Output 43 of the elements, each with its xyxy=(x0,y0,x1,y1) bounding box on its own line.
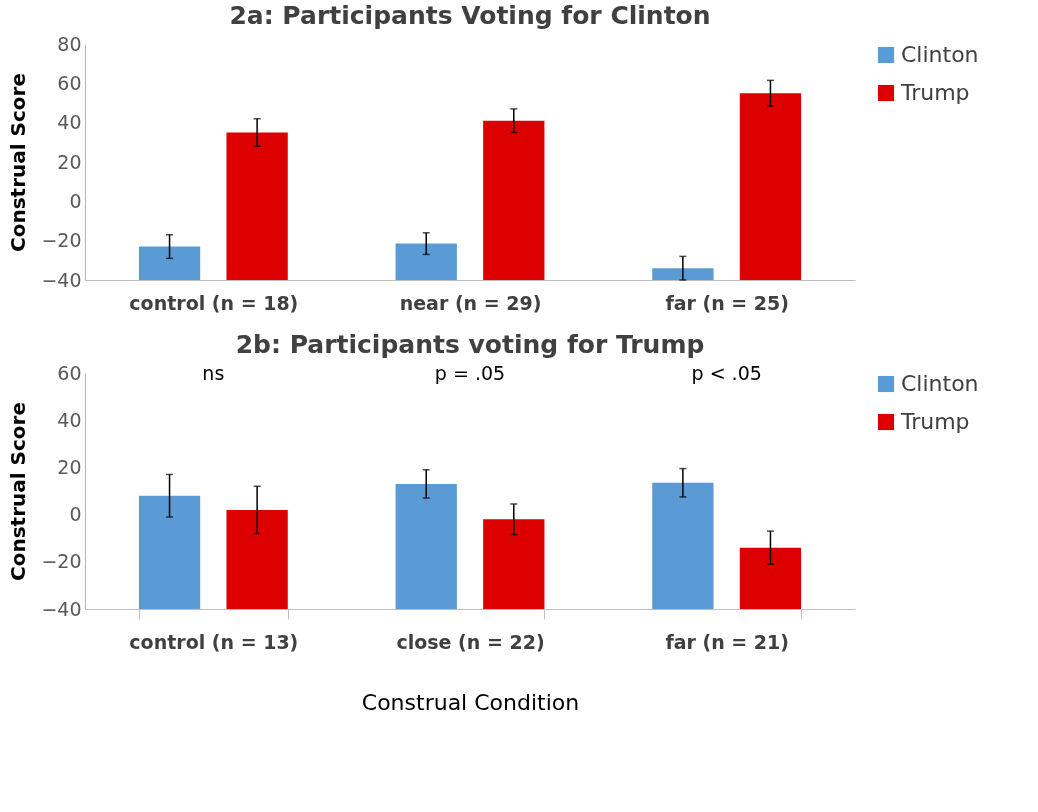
y-tick-label: 20 xyxy=(57,455,82,478)
bar xyxy=(652,268,714,280)
y-tick-label: −40 xyxy=(41,268,82,291)
chart-title: 2b: Participants voting for Trump xyxy=(235,330,705,359)
annotation: ns xyxy=(202,362,225,384)
y-tick-label: 20 xyxy=(57,150,82,173)
y-axis-title: Construal Score xyxy=(6,402,31,581)
y-tick-label: 60 xyxy=(57,71,82,94)
y-tick-label: −20 xyxy=(41,550,82,573)
annotation: p < .05 xyxy=(691,362,762,384)
bar xyxy=(739,547,802,609)
chart-title: 2a: Participants Voting for Clinton xyxy=(229,1,711,30)
legend-label: Trump xyxy=(900,80,970,105)
annotation: p = .05 xyxy=(434,362,506,384)
legend-label: Clinton xyxy=(901,42,979,67)
x-axis-title: Construal Condition xyxy=(361,689,580,715)
x-tick-label: control (n = 13) xyxy=(129,630,299,653)
bar xyxy=(739,93,802,280)
y-tick-label: 0 xyxy=(69,503,82,526)
legend-label: Clinton xyxy=(901,371,979,396)
y-tick-label: 60 xyxy=(57,361,82,384)
bar xyxy=(483,120,545,280)
bar xyxy=(652,482,714,609)
bar xyxy=(226,509,288,609)
x-tick-label: near (n = 29) xyxy=(399,291,542,314)
y-tick-label: −20 xyxy=(41,229,82,252)
x-tick-label: close (n = 22) xyxy=(396,630,545,653)
y-tick-label: 40 xyxy=(57,111,82,134)
x-tick-label: far (n = 21) xyxy=(665,630,789,653)
bar xyxy=(395,483,457,609)
y-tick-label: 40 xyxy=(57,408,82,431)
y-tick-label: −40 xyxy=(41,597,82,620)
legend-label: Trump xyxy=(900,409,970,434)
y-tick-label: 80 xyxy=(57,32,82,55)
x-tick-label: far (n = 25) xyxy=(665,291,789,314)
y-axis-title: Construal Score xyxy=(6,73,31,252)
bar xyxy=(483,519,545,609)
bar xyxy=(226,132,288,280)
y-tick-label: 0 xyxy=(69,189,82,212)
x-tick-label: control (n = 18) xyxy=(129,291,299,314)
bar xyxy=(138,495,201,609)
bar xyxy=(138,246,201,280)
bar xyxy=(395,243,457,280)
